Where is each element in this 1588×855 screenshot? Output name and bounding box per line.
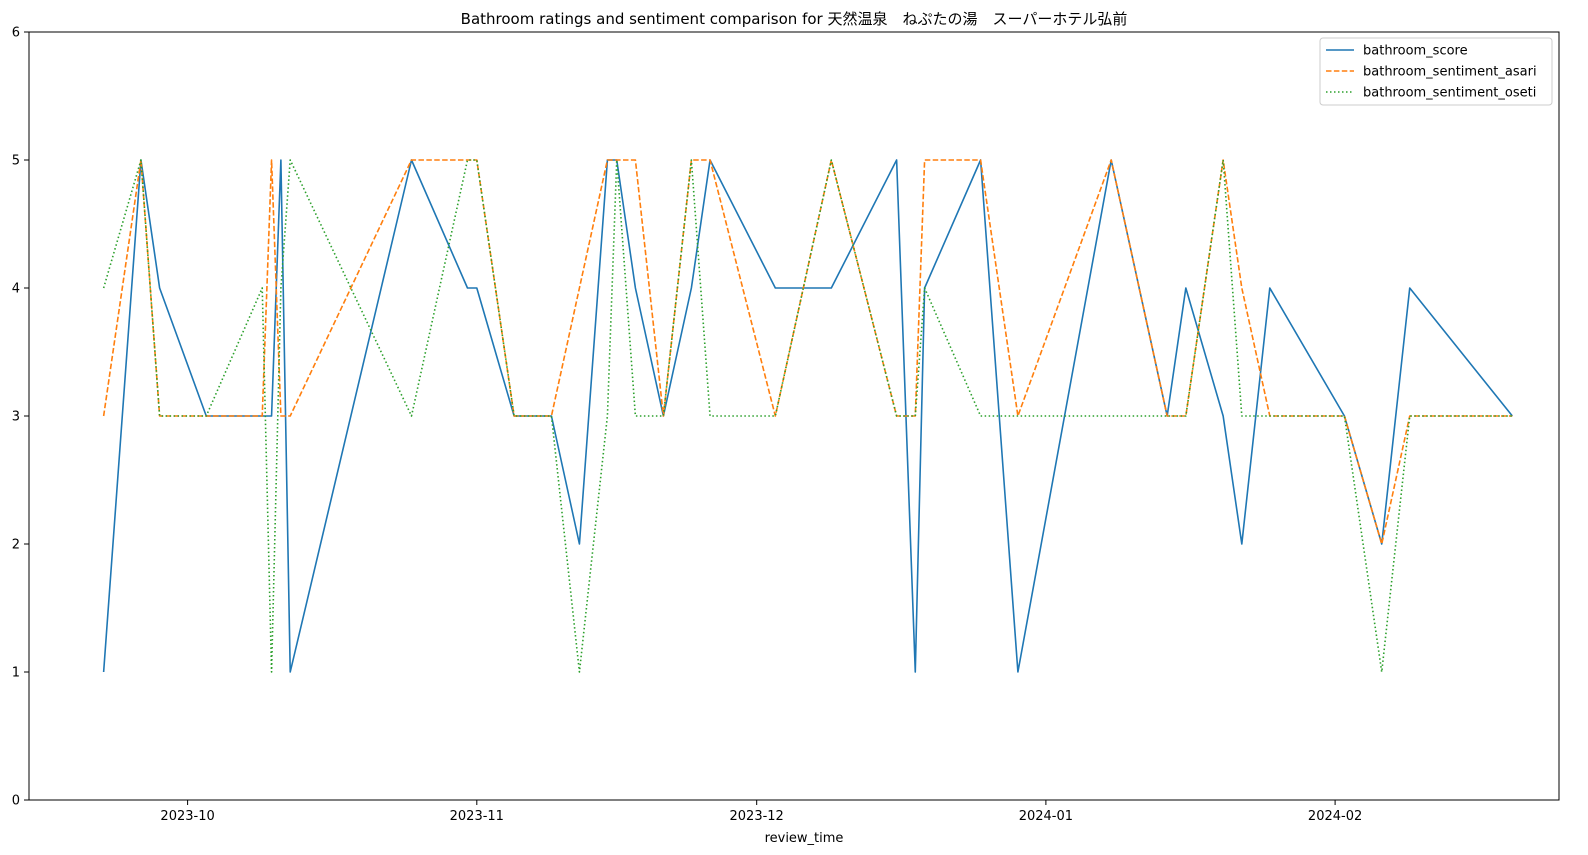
legend-label: bathroom_score — [1363, 44, 1468, 59]
x-axis: 2023-10 2023-11 2023-12 2024-01 2024-02 — [160, 800, 1362, 824]
plot-lines — [102, 159, 1513, 673]
series-line-bathroom-sentiment-oseti — [102, 159, 1513, 673]
y-tick-label: 3 — [12, 410, 20, 425]
series-line-bathroom-sentiment-asari — [102, 159, 1513, 545]
chart-title: Bathroom ratings and sentiment compariso… — [461, 10, 1128, 28]
x-tick-label: 2024-02 — [1308, 809, 1362, 824]
x-tick-label: 2023-12 — [730, 809, 784, 824]
y-tick-label: 5 — [12, 154, 20, 169]
y-tick-label: 0 — [12, 794, 20, 809]
y-tick-label: 4 — [12, 282, 20, 297]
y-tick-label: 6 — [12, 26, 20, 41]
y-axis: 0 1 2 3 4 5 6 — [12, 26, 29, 809]
x-axis-label: review_time — [765, 831, 844, 846]
y-tick-label: 1 — [12, 666, 20, 681]
y-tick-label: 2 — [12, 538, 20, 553]
x-tick-label: 2024-01 — [1019, 809, 1073, 824]
legend: bathroom_score bathroom_sentiment_asariba… — [1319, 37, 1553, 106]
series-line-bathroom-score — [102, 159, 1513, 673]
legend-label: bathroom_sentiment_oseti — [1363, 86, 1536, 101]
x-tick-label: 2023-11 — [450, 809, 504, 824]
legend-label: bathroom_sentiment_asari — [1363, 65, 1537, 80]
legend-box — [1319, 37, 1553, 106]
x-tick-label: 2023-10 — [160, 809, 214, 824]
